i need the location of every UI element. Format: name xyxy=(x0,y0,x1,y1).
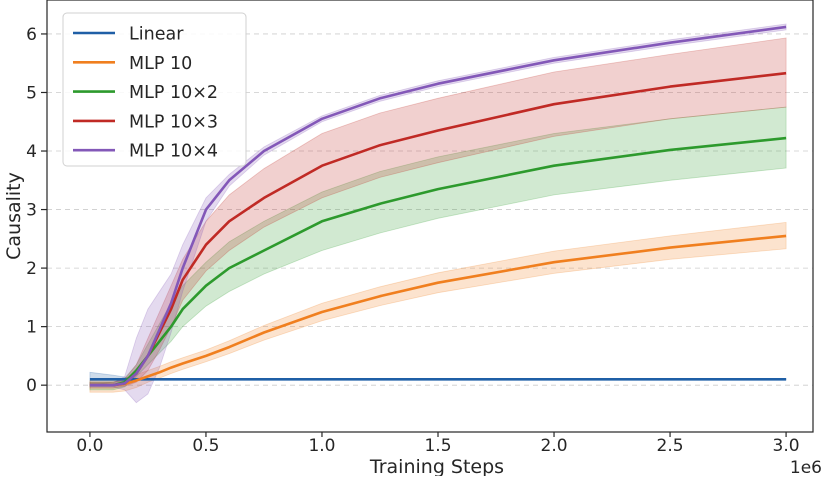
x-tick-label: 1.5 xyxy=(424,436,451,456)
legend-frame xyxy=(62,12,247,167)
x-tick-label: 2.0 xyxy=(541,436,568,456)
band-3 xyxy=(89,37,787,389)
y-tick-label: 5 xyxy=(26,83,37,103)
y-tick-label: 2 xyxy=(26,259,37,279)
series-line-1 xyxy=(89,234,787,387)
y-tick-label: 4 xyxy=(26,142,37,162)
y-tick-label: 1 xyxy=(26,318,37,338)
x-axis-label: Training Steps xyxy=(369,456,504,476)
legend-label: MLP 10×4 xyxy=(129,142,218,162)
y-tick-label: 6 xyxy=(26,25,37,45)
x-tick-label: 1.0 xyxy=(308,436,335,456)
x-tick-label: 3.0 xyxy=(773,436,800,456)
x-axis: 0.0 0.5 1.0 1.5 2.0 2.5 3.0 xyxy=(76,432,800,456)
plot-frame xyxy=(46,0,814,433)
y-tick-label: 0 xyxy=(26,376,37,396)
x-tick-label: 0.5 xyxy=(192,436,219,456)
y-tick-label: 3 xyxy=(26,201,37,221)
x-tick-label: 2.5 xyxy=(657,436,684,456)
legend-label: MLP 10×3 xyxy=(129,112,218,132)
y-axis: 0 1 2 3 4 5 6 xyxy=(26,25,47,396)
legend-label: Linear xyxy=(129,25,184,45)
series-line-4 xyxy=(89,25,787,387)
band-4 xyxy=(89,23,787,404)
y-axis-label: Causality xyxy=(3,172,25,260)
x-tick-label: 0.0 xyxy=(76,436,103,456)
legend-label: MLP 10 xyxy=(129,54,192,74)
series-line-2 xyxy=(89,136,787,387)
series-lines xyxy=(89,25,787,387)
legend-label: MLP 10×2 xyxy=(129,83,218,103)
legend: Linear MLP 10 MLP 10×2 MLP 10×3 MLP 10×4 xyxy=(62,12,247,167)
x-offset-label: 1e6 xyxy=(790,458,822,476)
